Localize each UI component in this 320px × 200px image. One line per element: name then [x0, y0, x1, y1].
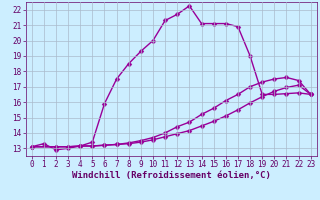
X-axis label: Windchill (Refroidissement éolien,°C): Windchill (Refroidissement éolien,°C)	[72, 171, 271, 180]
